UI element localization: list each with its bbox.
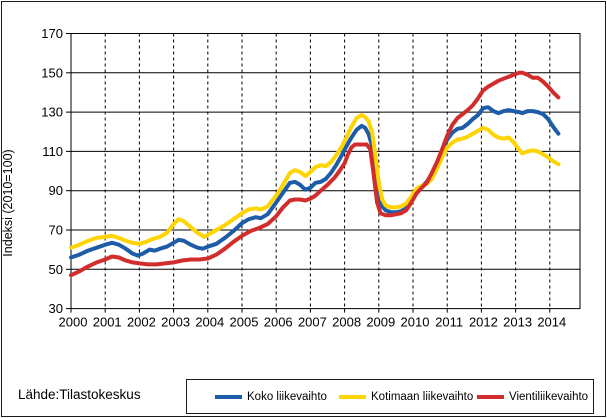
legend-label-kotimaan: Kotimaan liikevaihto xyxy=(371,390,474,403)
x-tick-label: 2008 xyxy=(332,315,361,330)
x-tick-label: 2011 xyxy=(435,315,463,330)
plot-frame xyxy=(70,33,581,310)
x-tick-label: 2001 xyxy=(93,315,122,330)
x-tick-label: 2002 xyxy=(127,315,156,330)
x-tick-label: 2012 xyxy=(469,315,498,330)
x-tick-label: 2004 xyxy=(195,315,224,330)
series-line-1 xyxy=(69,113,561,250)
legend-label-koko: Koko liikevaihto xyxy=(247,390,327,403)
legend-line-sample-kotimaan xyxy=(339,394,366,399)
x-tick-label: 2014 xyxy=(537,315,566,330)
y-tick-label: 50 xyxy=(49,262,63,277)
x-tick-label: 2013 xyxy=(503,315,532,330)
x-tick-label: 2000 xyxy=(59,315,88,330)
y-tick-label: 170 xyxy=(41,26,63,41)
y-tick-label: 130 xyxy=(41,105,63,120)
y-tick-label: 90 xyxy=(49,183,63,198)
x-tick-label: 2005 xyxy=(230,315,259,330)
legend-label-vienti: Vientiliikevaihto xyxy=(509,390,589,403)
source-label: Lähde:Tilastokeskus xyxy=(18,387,141,402)
legend-item-vienti: Vientiliikevaihto xyxy=(477,380,588,413)
legend: Koko liikevaihto Kotimaan liikevaihto Vi… xyxy=(186,379,594,414)
series-line-2 xyxy=(69,70,561,278)
x-tick-label: 2006 xyxy=(264,315,293,330)
series-line-0 xyxy=(69,105,561,260)
legend-line-sample-vienti xyxy=(477,394,504,399)
x-tick-label: 2003 xyxy=(161,315,190,330)
y-tick-label: 30 xyxy=(49,301,63,316)
legend-item-koko: Koko liikevaihto xyxy=(215,380,327,413)
y-tick-label: 110 xyxy=(42,144,63,159)
legend-item-kotimaan: Kotimaan liikevaihto xyxy=(339,380,473,413)
x-tick-label: 2010 xyxy=(401,315,430,330)
y-tick-label: 150 xyxy=(41,65,63,80)
x-tick-label: 2007 xyxy=(298,315,327,330)
y-tick-label: 70 xyxy=(49,223,63,238)
x-tick-label: 2009 xyxy=(366,315,395,330)
legend-line-sample-koko xyxy=(215,394,242,399)
y-axis-title: Indeksi (2010=100) xyxy=(1,149,15,257)
line-chart: 30 50 70 90 110 130 150 170 2000 2001 2002 2003 2004… xyxy=(41,26,581,330)
